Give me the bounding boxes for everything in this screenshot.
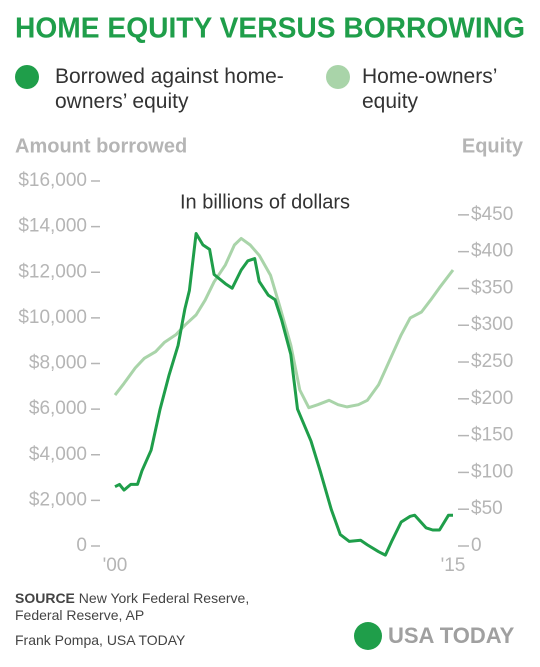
- y-tick-label: $14,000: [18, 216, 87, 237]
- y2-tick-label: $100: [471, 461, 513, 482]
- legend-marker: [326, 65, 350, 89]
- line: [114, 232, 453, 557]
- y2-tick-label: $200: [471, 388, 513, 409]
- x-tick-label: '00: [103, 555, 128, 576]
- logo-dot: [354, 622, 382, 650]
- y2-tick-label: $50: [471, 498, 503, 519]
- y2-tick-label: $250: [471, 351, 513, 372]
- source: SOURCE New York Federal Reserve, Federal…: [15, 590, 275, 624]
- y-tick-label: 0: [76, 535, 87, 556]
- y-tick-label: $6,000: [29, 398, 87, 419]
- y2-tick-label: $350: [471, 277, 513, 298]
- y2-axis-title: Equity: [462, 135, 524, 157]
- y2-tick-label: $450: [471, 204, 513, 225]
- y2-tick-label: $300: [471, 314, 513, 335]
- x-tick-label: '15: [441, 555, 466, 576]
- chart-title: HOME EQUITY VERSUS BORROWING: [15, 13, 525, 45]
- legend-marker: [15, 65, 39, 89]
- y-tick-label: $8,000: [29, 353, 87, 374]
- credit: Frank Pompa, USA TODAY: [15, 632, 186, 648]
- subtitle: In billions of dollars: [180, 191, 350, 213]
- y-tick-label: $16,000: [18, 170, 87, 191]
- y2-tick-label: $150: [471, 425, 513, 446]
- line: [113, 236, 455, 410]
- y-tick-label: $2,000: [29, 489, 87, 510]
- y-axis-title: Amount borrowed: [15, 135, 187, 157]
- y-tick-label: $4,000: [29, 444, 87, 465]
- source-text: New York Federal Reserve, Federal Reserv…: [15, 590, 250, 623]
- legend-label: Borrowed against home-owners’ equity: [55, 65, 284, 113]
- source-label: SOURCE: [15, 590, 75, 606]
- y2-tick-label: $400: [471, 241, 513, 262]
- y-tick-label: $12,000: [18, 261, 87, 282]
- y2-tick-label: 0: [471, 535, 482, 556]
- legend-label: Home-owners’ equity: [362, 65, 497, 113]
- logo: USA TODAY: [388, 623, 515, 648]
- y-tick-label: $10,000: [18, 307, 87, 328]
